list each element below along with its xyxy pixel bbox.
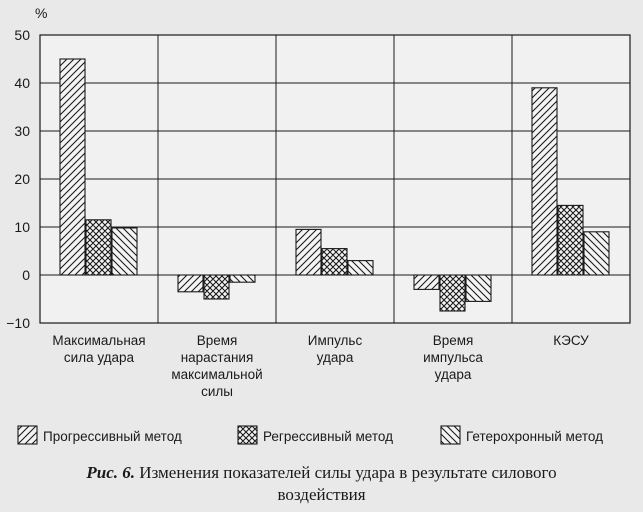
bar	[531, 87, 558, 276]
legend-swatch	[17, 425, 38, 445]
bar	[557, 204, 584, 276]
bar	[295, 228, 322, 276]
legend-label: Регрессивный метод	[263, 429, 393, 444]
y-tick-label: −10	[6, 315, 30, 331]
y-tick-label: 20	[14, 171, 30, 187]
legend-label: Прогрессивный метод	[43, 429, 182, 444]
figure-caption: Рис. 6. Изменения показателей силы удара…	[0, 462, 643, 506]
y-axis-unit-label: %	[35, 5, 47, 21]
caption-line-1: Изменения показателей силы удара в резул…	[139, 463, 557, 482]
category-label: КЭСУ	[553, 333, 589, 348]
bar	[177, 274, 204, 293]
legend-swatch	[237, 425, 258, 445]
y-tick-label: 50	[14, 27, 30, 43]
y-tick-label: 0	[22, 267, 30, 283]
bar	[111, 227, 138, 276]
bar	[229, 274, 256, 283]
bar	[321, 248, 348, 276]
bar	[439, 274, 466, 312]
bar	[347, 260, 374, 276]
category-label: Импульс удара	[308, 333, 363, 365]
caption-line-2: воздействия	[277, 485, 366, 504]
bar	[203, 274, 230, 300]
legend-swatch	[440, 425, 461, 445]
category-label: Время импульса удара	[423, 333, 483, 382]
y-tick-label: 30	[14, 123, 30, 139]
y-tick-label: 10	[14, 219, 30, 235]
category-label: Время нарастания максимальной силы	[171, 333, 262, 399]
bar	[85, 219, 112, 276]
y-tick-label: 40	[14, 75, 30, 91]
bar	[583, 231, 610, 276]
category-label: Максимальная сила удара	[52, 333, 145, 365]
bar-chart: 50 40 30 20 10 0 −10 % Максимальная сила удара В…	[6, 5, 631, 445]
bar	[59, 58, 86, 276]
figure-label: Рис. 6.	[86, 463, 136, 482]
legend-label: Гетерохронный метод	[466, 429, 603, 444]
bar	[465, 274, 492, 302]
bar	[413, 274, 440, 290]
